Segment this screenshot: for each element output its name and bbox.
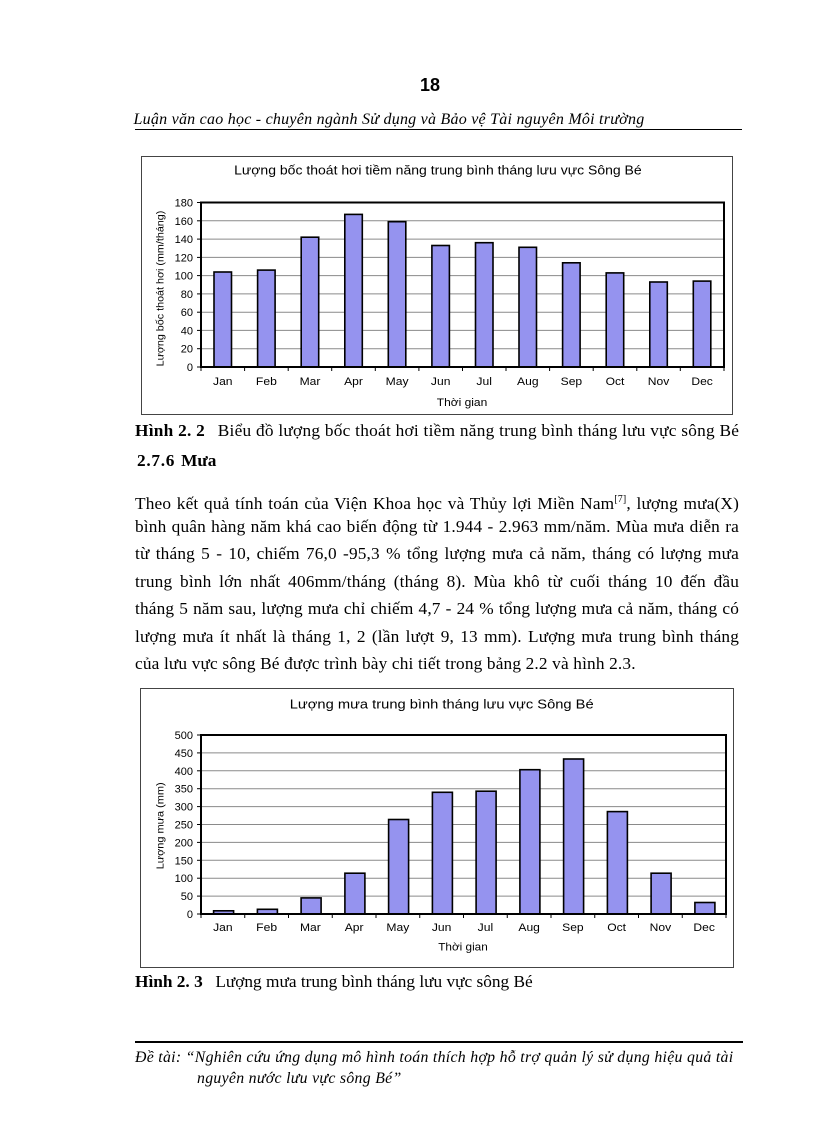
svg-text:160: 160 (175, 216, 193, 228)
svg-text:50: 50 (181, 891, 193, 903)
svg-text:Feb: Feb (256, 922, 277, 934)
svg-text:350: 350 (175, 784, 193, 796)
svg-text:Apr: Apr (345, 922, 364, 934)
svg-text:Feb: Feb (256, 376, 277, 388)
svg-text:Lượng bốc thoát hơi tiềm năng: Lượng bốc thoát hơi tiềm năng trung bình… (234, 163, 642, 178)
svg-text:180: 180 (175, 198, 193, 210)
svg-text:Sep: Sep (561, 376, 583, 388)
svg-text:Oct: Oct (607, 922, 626, 934)
svg-text:450: 450 (175, 748, 193, 760)
svg-text:Oct: Oct (606, 376, 625, 388)
svg-text:100: 100 (175, 873, 193, 885)
svg-text:Jul: Jul (478, 922, 494, 934)
svg-text:140: 140 (175, 234, 193, 246)
svg-text:Jan: Jan (213, 376, 233, 388)
svg-text:Lượng mưa (mm): Lượng mưa (mm) (154, 782, 166, 869)
svg-text:500: 500 (175, 730, 193, 742)
svg-text:Nov: Nov (650, 922, 672, 934)
svg-text:120: 120 (175, 252, 193, 264)
svg-text:Jul: Jul (476, 376, 492, 388)
svg-text:150: 150 (175, 855, 193, 867)
svg-text:Lượng bốc thoát hơi (mm/tháng): Lượng bốc thoát hơi (mm/tháng) (154, 211, 166, 367)
svg-text:0: 0 (187, 362, 193, 374)
svg-text:Apr: Apr (344, 376, 363, 388)
svg-text:100: 100 (175, 271, 193, 283)
svg-text:400: 400 (175, 766, 193, 778)
svg-text:May: May (386, 922, 409, 934)
svg-text:Mar: Mar (300, 922, 321, 934)
svg-text:Thời gian: Thời gian (438, 942, 488, 954)
svg-text:200: 200 (175, 837, 193, 849)
svg-text:60: 60 (181, 307, 193, 319)
svg-text:Nov: Nov (648, 376, 670, 388)
svg-text:Jan: Jan (213, 922, 233, 934)
svg-text:Mar: Mar (300, 376, 321, 388)
svg-text:Lượng mưa trung bình tháng lưu: Lượng mưa trung bình tháng lưu vực Sông … (290, 697, 594, 712)
svg-text:80: 80 (181, 289, 193, 301)
svg-text:Sep: Sep (562, 922, 584, 934)
svg-text:40: 40 (181, 325, 193, 337)
svg-text:Jun: Jun (432, 922, 452, 934)
svg-text:300: 300 (175, 802, 193, 814)
svg-text:Thời gian: Thời gian (437, 397, 488, 409)
svg-text:Aug: Aug (517, 376, 539, 388)
svg-text:May: May (386, 376, 409, 388)
svg-text:Jun: Jun (431, 376, 451, 388)
svg-text:20: 20 (181, 344, 193, 356)
svg-text:Aug: Aug (518, 922, 540, 934)
svg-text:Dec: Dec (693, 922, 715, 934)
svg-text:0: 0 (187, 909, 193, 921)
svg-text:Dec: Dec (691, 376, 713, 388)
svg-text:250: 250 (175, 820, 193, 832)
